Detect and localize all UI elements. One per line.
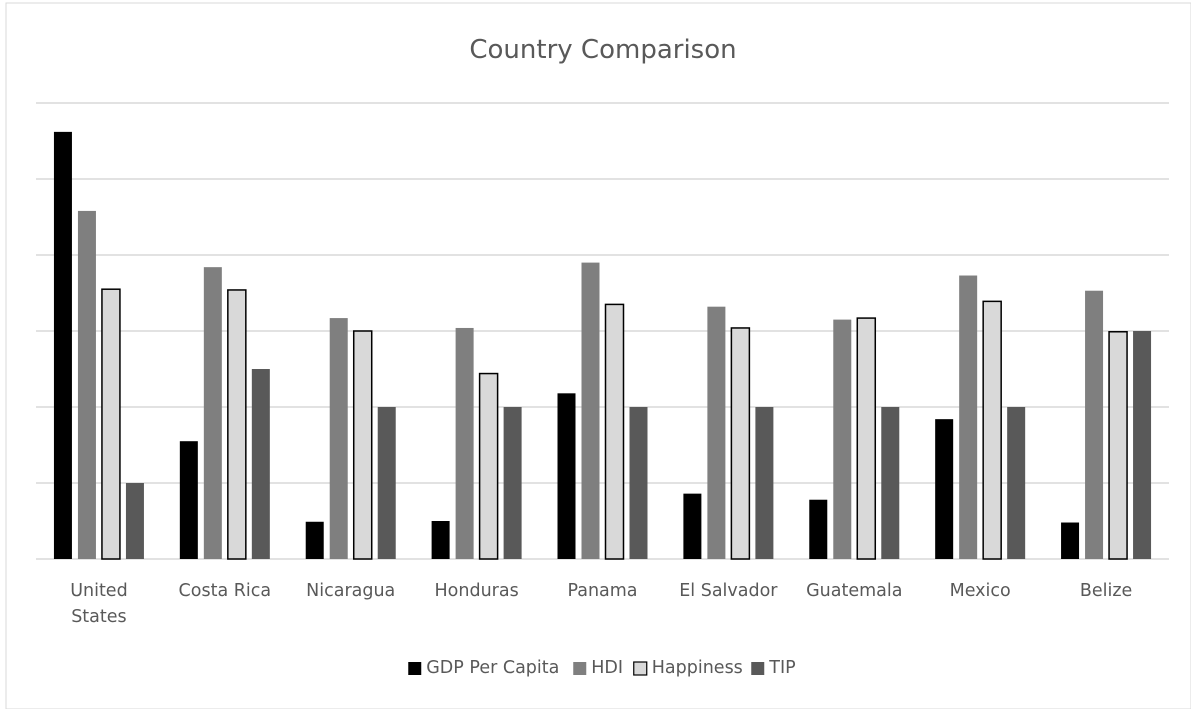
bar-hdi [455, 327, 474, 559]
x-tick-label: Belize [1080, 581, 1132, 601]
bar-gdp-per-capita [53, 131, 72, 559]
legend-swatch-gdp-per-capita [408, 662, 422, 675]
gridlines [36, 102, 1169, 560]
bar-happiness [227, 289, 247, 560]
bar-gdp-per-capita [557, 393, 576, 559]
bar-tip [1007, 407, 1026, 559]
bar-tip [1133, 331, 1152, 559]
legend-label-tip: TIP [768, 658, 795, 678]
bar-hdi [203, 267, 222, 559]
legend-label-hdi: HDI [591, 658, 623, 678]
bar-gdp-per-capita [431, 521, 450, 559]
bar-hdi [707, 306, 726, 559]
bar-tip [881, 407, 900, 559]
bar-tip [251, 369, 270, 559]
legend-label-happiness: Happiness [652, 658, 743, 678]
x-tick-label: Honduras [435, 581, 519, 601]
x-tick-label: Guatemala [806, 581, 902, 601]
bar-tip [503, 407, 522, 559]
bar-tip [755, 407, 774, 559]
bar-hdi [959, 275, 978, 559]
legend-swatch-hdi [573, 662, 587, 675]
bar-happiness [604, 303, 625, 560]
bar-tip [629, 407, 648, 559]
bar-tip [125, 483, 144, 559]
legend-swatch-happiness [633, 661, 648, 676]
bar-hdi [581, 262, 600, 559]
x-tick-label: Panama [567, 581, 637, 601]
bar-happiness [1108, 331, 1128, 560]
bar-gdp-per-capita [683, 493, 702, 559]
x-tick-label: United States [70, 581, 128, 627]
bar-gdp-per-capita [809, 499, 828, 559]
legend: GDP Per Capita HDI Happiness TIP [408, 658, 796, 678]
bar-gdp-per-capita [305, 521, 324, 559]
x-tick-label: Costa Rica [179, 581, 272, 601]
bar-happiness [730, 327, 751, 560]
x-tick-label: Mexico [950, 581, 1011, 601]
bar-happiness [101, 288, 121, 560]
legend-swatch-tip [751, 662, 765, 675]
legend-label-gdp-per-capita: GDP Per Capita [426, 658, 559, 678]
bar-gdp-per-capita [1061, 522, 1080, 559]
bar-happiness [478, 372, 499, 560]
bar-hdi [329, 318, 348, 559]
x-tick-label: El Salvador [679, 581, 778, 601]
bar-happiness [352, 330, 373, 560]
bars [53, 131, 1152, 560]
bar-tip [377, 407, 396, 559]
bar-hdi [77, 210, 96, 560]
bar-hdi [833, 319, 852, 559]
chart-title: Country Comparison [469, 35, 736, 65]
bar-hdi [1085, 290, 1104, 559]
x-tick-label: Nicaragua [306, 581, 395, 601]
bar-happiness [982, 300, 1002, 560]
bar-gdp-per-capita [179, 441, 198, 559]
bar-gdp-per-capita [935, 419, 954, 559]
x-axis-tick-labels: United States Costa Rica Nicaragua Honduras P… [70, 581, 1132, 627]
bar-happiness [856, 317, 877, 560]
